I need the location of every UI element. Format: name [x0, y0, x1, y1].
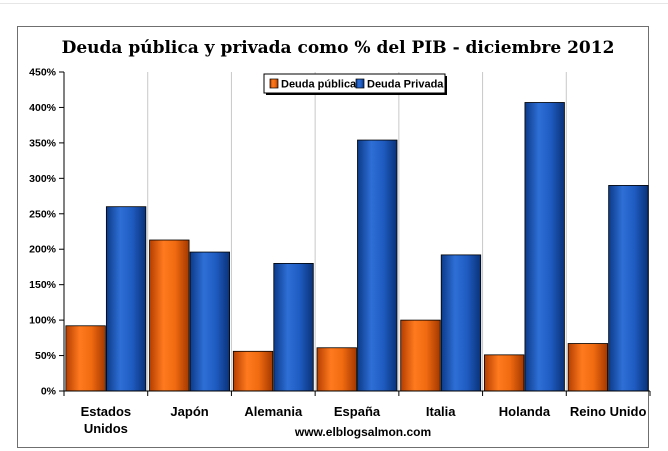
bar-deuda-publica — [567, 343, 609, 392]
x-tick-label: Holanda — [499, 404, 551, 419]
bar-deuda-publica — [232, 350, 274, 392]
y-tick-label: 250% — [29, 208, 57, 220]
bar-deuda-publica — [400, 319, 441, 392]
bar-deuda-privada — [105, 206, 147, 392]
y-tick-label: 0% — [41, 386, 57, 398]
y-tick-label: 150% — [29, 279, 57, 291]
y-tick-label: 300% — [29, 173, 57, 185]
y-tick-label: 450% — [29, 67, 57, 79]
bar-deuda-publica — [316, 347, 357, 392]
bar-deuda-publica — [149, 239, 190, 392]
y-tick-label: 400% — [29, 102, 57, 114]
bar-deuda-privada — [608, 185, 649, 392]
x-tick-label: Estados — [81, 404, 132, 419]
legend-swatch — [355, 78, 365, 89]
y-tick-label: 100% — [29, 315, 57, 327]
x-tick-label: Japón — [170, 404, 208, 419]
x-tick-label: Alemania — [244, 404, 303, 419]
bar-deuda-publica — [65, 325, 106, 392]
y-tick-label: 50% — [35, 350, 57, 362]
y-tick-label: 350% — [29, 137, 57, 149]
legend-label: Deuda pública — [281, 79, 357, 91]
x-tick-label: Reino Unido — [570, 404, 647, 419]
bar-deuda-privada — [189, 251, 230, 392]
source-label: www.elblogsalmon.com — [294, 425, 431, 439]
bar-deuda-publica — [484, 354, 525, 392]
y-tick-label: 200% — [29, 244, 57, 256]
x-tick-label: Unidos — [84, 421, 128, 436]
bar-deuda-privada — [273, 262, 314, 392]
plot-area: 0% 50% 100% 150% 200% 250% 300% 350% 400% 450% Est… — [29, 67, 651, 436]
bar-deuda-privada — [440, 254, 482, 392]
chart-title: Deuda pública y privada como % del PIB -… — [62, 38, 615, 58]
bar-deuda-privada — [357, 139, 398, 392]
x-tick-label: Italia — [426, 404, 456, 419]
legend — [263, 73, 446, 94]
x-tick-label: España — [334, 404, 381, 419]
legend-swatch — [269, 78, 279, 89]
bar-deuda-privada — [524, 102, 565, 392]
legend-label: Deuda Privada — [367, 79, 444, 91]
